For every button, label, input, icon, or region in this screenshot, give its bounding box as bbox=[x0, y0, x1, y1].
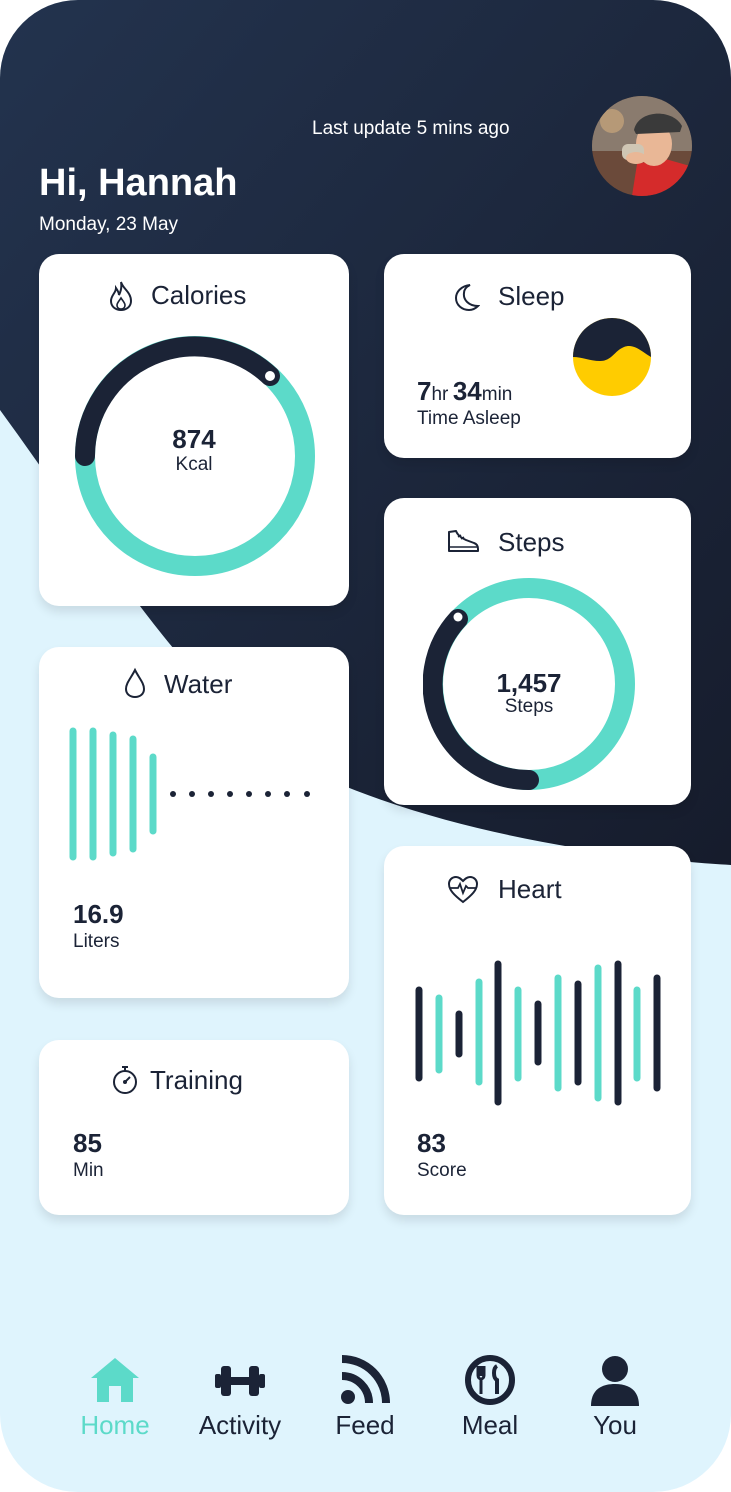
calories-title: Calories bbox=[151, 280, 247, 310]
date-text: Monday, 23 May bbox=[39, 214, 179, 235]
shoe-icon bbox=[448, 530, 479, 552]
training-title: Training bbox=[150, 1065, 243, 1095]
nav-feed-label: Feed bbox=[335, 1410, 395, 1440]
calories-card[interactable]: Calories 874 Kcal bbox=[39, 254, 349, 606]
nav-activity-label: Activity bbox=[198, 1410, 282, 1440]
training-card[interactable]: Training 85 Min bbox=[39, 1040, 349, 1215]
training-value: 85 bbox=[73, 1128, 102, 1158]
rss-icon bbox=[341, 1355, 390, 1404]
dumbbell-icon bbox=[215, 1366, 265, 1396]
steps-card[interactable]: Steps 1,457 Steps bbox=[384, 498, 691, 805]
water-card[interactable]: Water 16.9 Liters bbox=[39, 647, 349, 998]
nav-home-label: Home bbox=[80, 1410, 150, 1440]
sleep-hours: 7 bbox=[417, 376, 432, 406]
calories-unit: Kcal bbox=[175, 454, 213, 475]
sleep-minutes: 34 bbox=[452, 376, 482, 406]
avatar[interactable] bbox=[592, 96, 692, 196]
water-unit: Liters bbox=[73, 931, 120, 952]
nav-activity[interactable]: Activity bbox=[180, 1352, 300, 1441]
nav-you[interactable]: You bbox=[555, 1352, 675, 1441]
heart-value: 83 bbox=[417, 1128, 446, 1158]
sleep-hours-unit: hr bbox=[431, 384, 449, 405]
water-value: 16.9 bbox=[73, 899, 124, 929]
nav-home[interactable]: Home bbox=[55, 1352, 175, 1441]
stopwatch-icon bbox=[113, 1066, 137, 1094]
nav-you-label: You bbox=[593, 1410, 637, 1440]
water-title: Water bbox=[164, 669, 233, 699]
training-unit: Min bbox=[73, 1160, 104, 1181]
last-update-text: Last update 5 mins ago bbox=[312, 118, 510, 139]
steps-ring bbox=[423, 578, 635, 790]
nav-meal-label: Meal bbox=[461, 1410, 519, 1440]
heart-title: Heart bbox=[498, 874, 562, 904]
water-level-graphic bbox=[69, 727, 310, 861]
heart-card[interactable]: Heart 83 Score bbox=[384, 846, 691, 1215]
heart-pulse-icon bbox=[447, 875, 479, 904]
water-drop-icon bbox=[124, 667, 146, 699]
steps-title: Steps bbox=[498, 527, 565, 557]
sleep-minutes-unit: min bbox=[481, 384, 513, 405]
meal-icon bbox=[465, 1355, 515, 1405]
sleep-card[interactable]: Sleep 7hr 34min Time Asleep bbox=[384, 254, 691, 458]
nav-feed[interactable]: Feed bbox=[305, 1352, 425, 1441]
avatar-photo bbox=[592, 96, 692, 196]
sleep-caption: Time Asleep bbox=[417, 408, 521, 429]
user-icon bbox=[591, 1356, 639, 1406]
home-icon bbox=[91, 1358, 139, 1402]
heart-unit: Score bbox=[417, 1160, 467, 1181]
moon-icon bbox=[454, 284, 480, 312]
heart-rate-bars bbox=[415, 960, 661, 1106]
sleep-title: Sleep bbox=[498, 281, 565, 311]
steps-value: 1,457 bbox=[496, 668, 562, 698]
calories-ring bbox=[75, 336, 315, 576]
sleep-yin-yang-graphic bbox=[573, 318, 651, 396]
flame-icon bbox=[109, 281, 133, 312]
nav-meal[interactable]: Meal bbox=[430, 1352, 550, 1441]
steps-unit: Steps bbox=[504, 696, 554, 717]
calories-value: 874 bbox=[172, 424, 216, 454]
greeting-title: Hi, Hannah bbox=[39, 162, 238, 204]
sleep-duration: 7hr 34min bbox=[417, 376, 512, 407]
